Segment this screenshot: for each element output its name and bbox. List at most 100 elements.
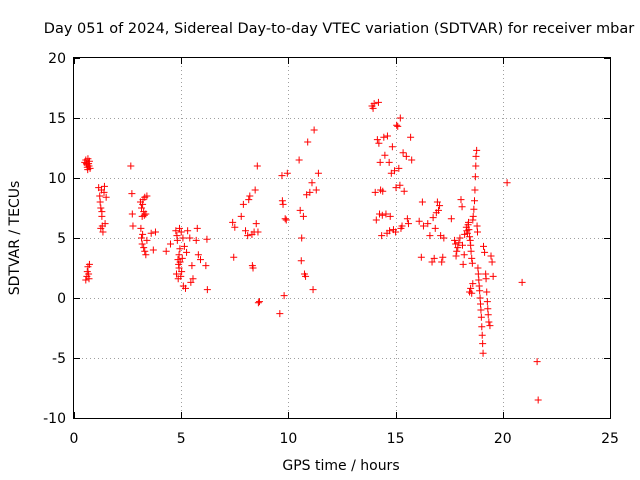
data-point [391,167,399,175]
data-point [415,217,423,225]
data-point [393,121,401,129]
data-point [142,251,150,259]
data-point [378,211,386,219]
data-point [467,284,475,292]
plot-frame [73,57,611,419]
data-point [467,241,475,249]
data-point [180,242,188,250]
data-point [149,246,157,254]
data-point [477,306,485,314]
data-point [193,224,201,232]
data-point [306,188,314,196]
data-point [179,234,187,242]
data-point [473,146,481,154]
data-point [187,278,195,286]
data-point [468,289,476,297]
chart-title: Day 051 of 2024, Sidereal Day-to-day VTE… [44,21,634,37]
data-point [175,251,183,259]
data-point [479,349,487,357]
data-point [459,260,467,268]
data-point [97,204,105,212]
data-point [468,259,476,267]
data-point [177,228,185,236]
data-point [475,276,483,284]
data-point [534,396,542,404]
data-point [471,186,479,194]
data-point [178,268,186,276]
data-point [424,220,432,228]
y-tick-label: -5 [52,351,66,367]
data-point [373,136,381,144]
data-point [438,258,446,266]
data-point [378,232,386,240]
data-point [477,300,485,308]
data-point [478,323,486,331]
data-point [186,234,194,242]
data-point [97,224,105,232]
data-point [379,187,387,195]
data-point [244,232,252,240]
data-point [488,258,496,266]
data-point [129,222,137,230]
data-point [417,253,425,261]
data-point [142,210,150,218]
data-point [418,198,426,206]
data-point [469,212,477,220]
data-point [396,114,404,122]
data-point [388,143,396,151]
data-point [374,98,382,106]
data-point [518,278,526,286]
data-point [403,215,411,223]
data-point [143,236,151,244]
data-point [533,358,541,366]
data-point [489,272,497,280]
data-point [408,156,416,164]
data-point [371,188,379,196]
data-point [96,198,104,206]
data-point [452,252,460,260]
data-point [483,298,491,306]
data-point [183,248,191,256]
data-point [472,152,480,160]
data-point [276,310,284,318]
data-point [181,284,189,292]
data-point [230,253,238,261]
data-point [245,196,253,204]
data-point [381,151,389,159]
data-point [486,322,494,330]
data-point [102,193,110,201]
data-point [229,218,237,226]
data-point [434,206,442,214]
data-point [85,260,93,268]
data-point [503,179,511,187]
data-point [484,311,492,319]
data-point [312,186,320,194]
data-point [380,133,388,141]
data-point [372,216,380,224]
data-point [138,204,146,212]
data-point [463,229,471,237]
data-point [480,242,488,250]
x-axis-label: GPS time / hours [282,458,399,474]
data-point [472,162,480,170]
data-point [426,232,434,240]
data-point [194,251,202,259]
data-point [470,205,478,213]
data-point [468,254,476,262]
data-point [192,236,200,244]
data-point [314,169,322,177]
data-point [455,239,463,247]
data-point [400,187,408,195]
y-axis-label: SDTVAR / TECUs [7,181,23,296]
data-point [385,158,393,166]
x-tick-label: 25 [601,431,619,447]
data-points [81,98,542,404]
data-point [481,248,489,256]
data-point [430,254,438,262]
data-point [471,173,479,181]
data-point [140,211,148,219]
data-point [175,224,183,232]
data-point [452,240,460,248]
data-point [100,188,108,196]
data-point [309,286,317,294]
